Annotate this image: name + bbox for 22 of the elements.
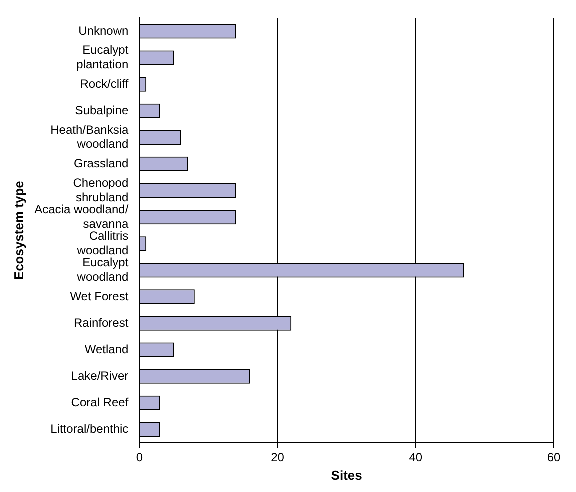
y-tick-label: Chenopod shrubland <box>73 176 129 204</box>
x-tick-label: 0 <box>136 450 144 465</box>
y-tick-label: Wet Forest <box>70 289 130 304</box>
y-tick-label: Rainforest <box>74 316 130 330</box>
y-tick-label: Acacia woodland/ savanna <box>34 202 130 231</box>
y-tick-label: Coral Reef <box>71 395 130 410</box>
x-tick-label: 20 <box>271 450 285 465</box>
x-axis-title: Sites <box>331 468 362 483</box>
y-tick-label: Eucalypt plantation <box>76 43 130 72</box>
y-axis-title: Ecosystem type <box>11 181 26 280</box>
y-tick-label: Littoral/benthic <box>50 422 129 436</box>
y-tick-label: Wetland <box>84 342 129 356</box>
y-tick-label: Lake/River <box>71 368 129 383</box>
y-tick-label: Callitris woodland <box>76 228 129 258</box>
y-tick-label: Rock/cliff <box>80 76 130 91</box>
x-tick-label: 60 <box>547 450 561 465</box>
y-tick-label: Unknown <box>78 24 129 38</box>
y-tick-label: Heath/Banksia woodland <box>50 122 129 152</box>
y-tick-label: Grassland <box>74 156 129 171</box>
y-tick-label: Subalpine <box>75 103 129 118</box>
y-tick-label: Eucalypt woodland <box>76 256 130 284</box>
x-tick-label: 40 <box>409 450 423 465</box>
